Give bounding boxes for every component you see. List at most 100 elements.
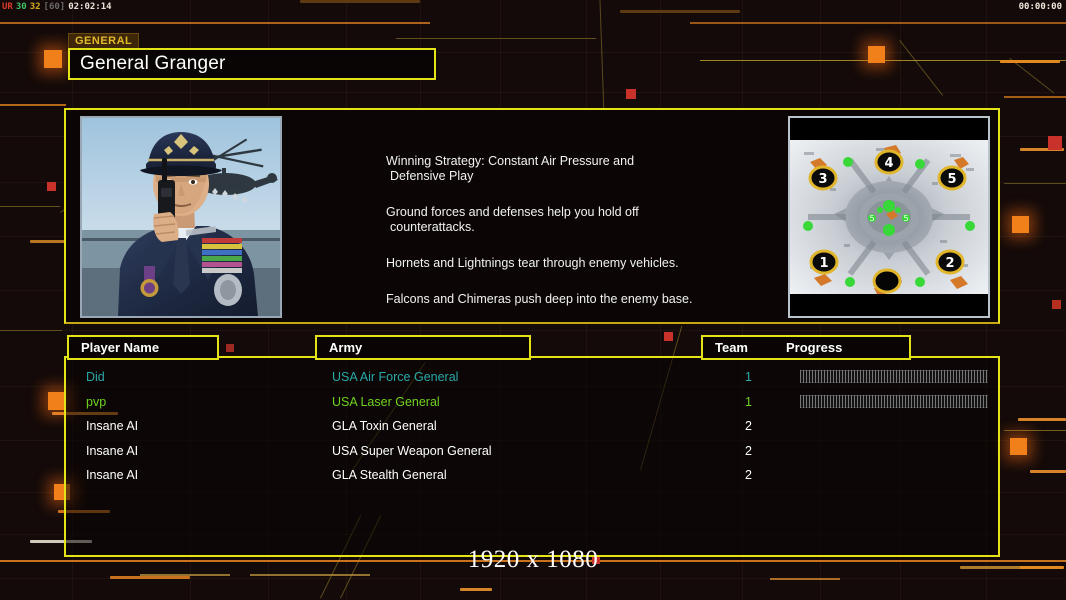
svg-text:2: 2 bbox=[945, 256, 954, 271]
bg-decor bbox=[44, 50, 62, 68]
table-row[interactable]: pvp USA Laser General 1 bbox=[66, 390, 998, 414]
bg-decor bbox=[770, 578, 840, 580]
bg-decor bbox=[1004, 183, 1066, 184]
bg-decor bbox=[0, 330, 1066, 331]
table-row[interactable]: Insane AI USA Super Weapon General 2 bbox=[66, 439, 998, 463]
bg-decor bbox=[1004, 430, 1066, 431]
bg-decor bbox=[0, 104, 66, 106]
player-name-cell: Did bbox=[86, 370, 105, 384]
column-header-army-label: Army bbox=[329, 340, 363, 355]
bg-decor bbox=[1020, 148, 1064, 151]
bg-decor bbox=[1010, 438, 1027, 455]
bg-decor bbox=[110, 576, 190, 579]
general-info-panel: Winning Strategy: Constant Air Pressure … bbox=[64, 108, 1000, 324]
svg-text:5: 5 bbox=[903, 214, 908, 223]
strategy-line-3: Hornets and Lightnings tear through enem… bbox=[386, 256, 679, 270]
general-title-box[interactable]: General Granger bbox=[68, 48, 436, 80]
team-cell: 2 bbox=[745, 443, 752, 458]
strategy-line-2: Ground forces and defenses help you hold… bbox=[386, 205, 639, 234]
bg-decor bbox=[0, 92, 1066, 93]
bg-decor bbox=[1052, 300, 1061, 309]
army-cell: GLA Toxin General bbox=[332, 419, 437, 433]
player-list-panel: Did USA Air Force General 1 pvp USA Laser Ge… bbox=[64, 356, 1000, 557]
bg-decor bbox=[0, 578, 1066, 579]
player-name-cell: Insane AI bbox=[86, 468, 139, 482]
bg-decor bbox=[0, 206, 60, 207]
bg-decor bbox=[30, 540, 92, 543]
progress-bar bbox=[800, 370, 988, 383]
bg-decor bbox=[664, 332, 673, 341]
svg-text:4: 4 bbox=[884, 156, 893, 171]
column-header-team-label: Team bbox=[715, 340, 748, 355]
column-header-team-progress[interactable]: Team Progress bbox=[701, 335, 911, 360]
player-name-cell: pvp bbox=[86, 394, 107, 409]
map-preview-image: 5 5 1 2 3 4 5 bbox=[790, 118, 988, 316]
bg-decor bbox=[1000, 60, 1060, 63]
general-portrait bbox=[80, 116, 282, 318]
bg-decor bbox=[1030, 470, 1066, 473]
bg-decor bbox=[30, 240, 76, 243]
svg-text:1: 1 bbox=[819, 256, 828, 271]
army-cell: USA Air Force General bbox=[332, 370, 459, 384]
bg-decor bbox=[1009, 58, 1055, 94]
team-cell: 2 bbox=[745, 419, 752, 433]
svg-text:3: 3 bbox=[818, 172, 827, 187]
strategy-line-1: Winning Strategy: Constant Air Pressure … bbox=[386, 154, 635, 183]
network-label: UR bbox=[2, 2, 13, 12]
bg-decor bbox=[899, 40, 944, 96]
bg-decor bbox=[140, 574, 230, 576]
network-stats: UR 30 32 [60] 02:02:14 bbox=[2, 0, 115, 14]
progress-bar-fill bbox=[800, 370, 988, 383]
bg-decor bbox=[0, 22, 430, 24]
table-row[interactable]: Insane AI GLA Stealth General 2 bbox=[66, 463, 998, 487]
bg-decor bbox=[1012, 566, 1064, 569]
bg-decor bbox=[250, 574, 370, 576]
svg-text:5: 5 bbox=[869, 214, 874, 223]
column-header-player-name[interactable]: Player Name bbox=[67, 335, 219, 360]
bg-decor bbox=[620, 10, 740, 13]
bg-decor bbox=[48, 392, 66, 410]
bg-decor bbox=[0, 52, 1066, 53]
portrait-image bbox=[82, 118, 280, 316]
bg-decor bbox=[592, 556, 600, 564]
bg-decor bbox=[300, 0, 420, 3]
page-title: General Granger bbox=[80, 53, 226, 74]
bg-decor bbox=[1004, 96, 1066, 98]
table-row[interactable]: Did USA Air Force General 1 bbox=[66, 365, 998, 389]
top-status-bar: UR 30 32 [60] 02:02:14 00:00:00 bbox=[0, 0, 1066, 14]
player-name-cell: Insane AI bbox=[86, 419, 139, 433]
bg-decor bbox=[1012, 216, 1029, 233]
strategy-line-4: Falcons and Chimeras push deep into the … bbox=[386, 292, 693, 306]
strategy-description: Winning Strategy: Constant Air Pressure … bbox=[386, 154, 716, 307]
resolution-caption: 1920 x 1080 bbox=[467, 546, 599, 573]
bg-decor bbox=[226, 344, 234, 352]
column-header-army[interactable]: Army bbox=[315, 335, 531, 360]
column-header-player-name-label: Player Name bbox=[81, 340, 160, 355]
svg-text:5: 5 bbox=[947, 172, 956, 187]
bg-decor bbox=[1048, 136, 1062, 150]
network-value-b: 32 bbox=[29, 2, 41, 12]
bg-decor bbox=[1018, 418, 1066, 421]
bg-decor bbox=[960, 566, 1020, 569]
bg-decor bbox=[868, 46, 885, 63]
team-cell: 2 bbox=[745, 468, 752, 482]
team-cell: 1 bbox=[745, 394, 752, 409]
bg-decor bbox=[626, 89, 636, 99]
bg-decor bbox=[47, 182, 56, 191]
bg-decor bbox=[460, 588, 492, 591]
match-clock: 00:00:00 bbox=[1018, 2, 1062, 12]
bg-decor bbox=[396, 38, 596, 39]
army-cell: USA Laser General bbox=[332, 394, 440, 409]
map-preview[interactable]: 5 5 1 2 3 4 5 bbox=[788, 116, 990, 318]
network-value-a: 30 bbox=[15, 2, 27, 12]
player-name-cell: Insane AI bbox=[86, 443, 139, 458]
bg-decor bbox=[690, 22, 1066, 24]
session-timer: 02:02:14 bbox=[68, 2, 112, 12]
army-cell: USA Super Weapon General bbox=[332, 443, 492, 458]
table-row[interactable]: Insane AI GLA Toxin General 2 bbox=[66, 414, 998, 438]
network-value-c: [60] bbox=[43, 2, 66, 12]
bg-decor bbox=[0, 560, 1066, 562]
bg-decor bbox=[0, 330, 62, 331]
progress-bar-fill bbox=[800, 394, 988, 408]
army-cell: GLA Stealth General bbox=[332, 468, 447, 482]
